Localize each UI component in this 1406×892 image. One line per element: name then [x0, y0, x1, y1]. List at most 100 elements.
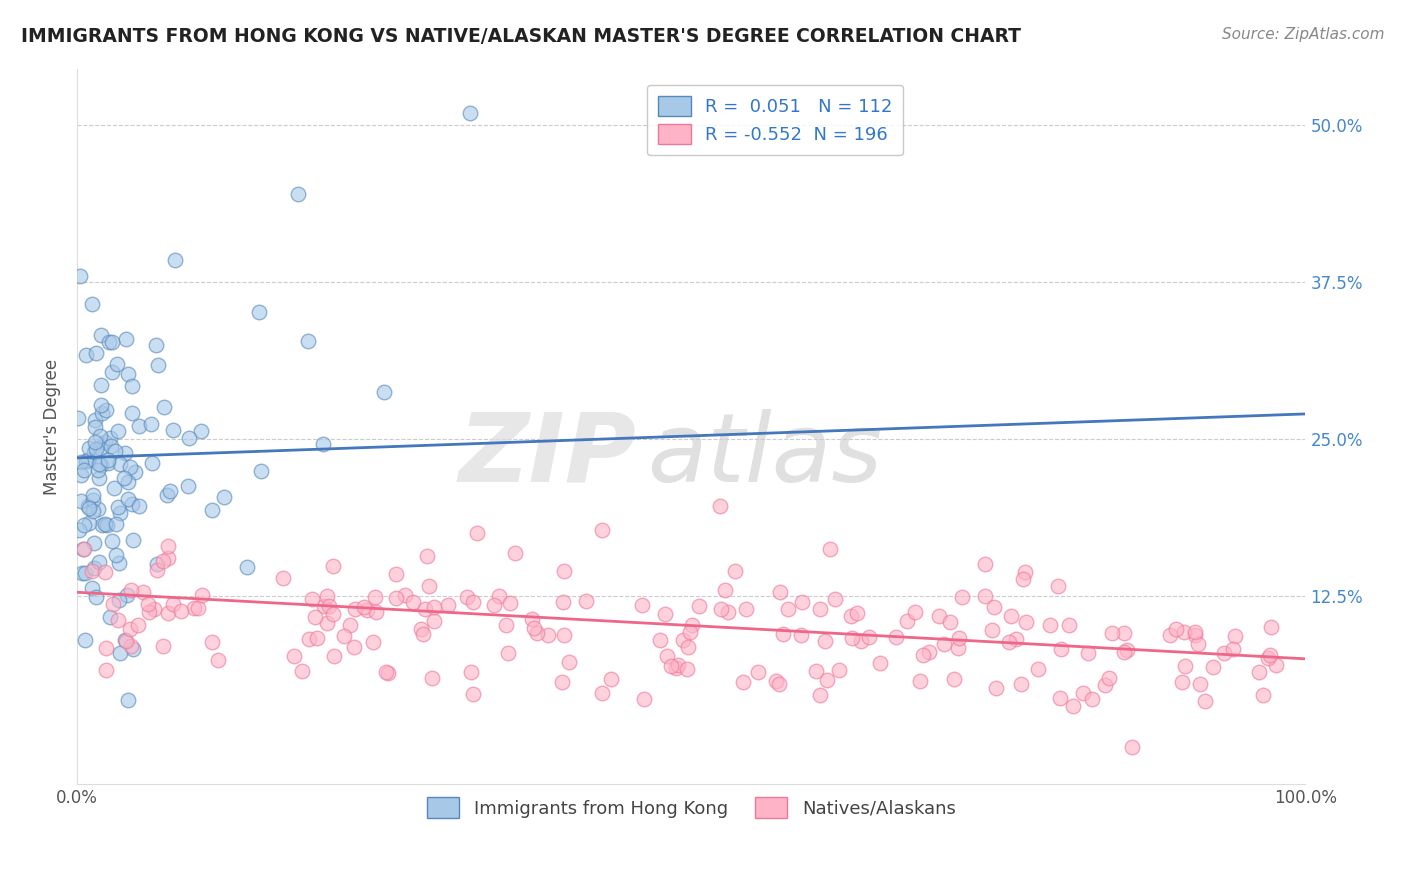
Point	[190, 424, 212, 438]
Point	[283, 649, 305, 664]
Point	[84, 413, 107, 427]
Point	[304, 609, 326, 624]
Point	[117, 693, 139, 707]
Point	[768, 677, 790, 691]
Point	[364, 590, 387, 604]
Point	[124, 465, 146, 479]
Point	[1071, 685, 1094, 699]
Point	[1098, 671, 1121, 685]
Point	[1026, 662, 1049, 676]
Point	[423, 599, 446, 614]
Point	[105, 357, 128, 371]
Point	[654, 607, 676, 621]
Point	[162, 423, 184, 437]
Point	[139, 417, 162, 432]
Point	[1047, 579, 1070, 593]
Point	[87, 463, 110, 477]
Point	[904, 605, 927, 619]
Point	[553, 564, 575, 578]
Point	[423, 614, 446, 628]
Point	[1094, 678, 1116, 692]
Point	[104, 443, 127, 458]
Point	[312, 437, 335, 451]
Point	[665, 661, 688, 675]
Point	[361, 635, 384, 649]
Point	[681, 618, 703, 632]
Point	[776, 601, 799, 615]
Point	[418, 579, 440, 593]
Point	[117, 367, 139, 381]
Point	[1004, 632, 1026, 646]
Point	[413, 602, 436, 616]
Point	[666, 658, 689, 673]
Point	[83, 535, 105, 549]
Point	[1222, 642, 1244, 657]
Point	[122, 641, 145, 656]
Point	[301, 591, 323, 606]
Point	[709, 499, 731, 513]
Point	[402, 595, 425, 609]
Point	[247, 305, 270, 319]
Point	[107, 500, 129, 514]
Point	[90, 398, 112, 412]
Point	[86, 590, 108, 604]
Point	[679, 625, 702, 640]
Point	[884, 630, 907, 644]
Point	[558, 655, 581, 669]
Point	[806, 665, 828, 679]
Point	[315, 589, 337, 603]
Point	[458, 106, 481, 120]
Point	[115, 588, 138, 602]
Point	[522, 612, 544, 626]
Point	[974, 557, 997, 571]
Point	[948, 632, 970, 646]
Point	[156, 488, 179, 502]
Point	[121, 533, 143, 547]
Point	[526, 626, 548, 640]
Point	[75, 633, 97, 648]
Point	[659, 658, 682, 673]
Point	[107, 425, 129, 439]
Point	[344, 602, 367, 616]
Point	[83, 561, 105, 575]
Point	[1257, 651, 1279, 665]
Point	[152, 639, 174, 653]
Point	[100, 365, 122, 379]
Point	[69, 268, 91, 283]
Point	[114, 633, 136, 648]
Point	[688, 599, 710, 614]
Point	[156, 551, 179, 566]
Point	[1212, 646, 1234, 660]
Point	[183, 601, 205, 615]
Point	[96, 518, 118, 533]
Point	[110, 506, 132, 520]
Point	[1077, 646, 1099, 660]
Point	[735, 602, 758, 616]
Point	[942, 672, 965, 686]
Point	[72, 566, 94, 581]
Point	[498, 596, 520, 610]
Point	[815, 673, 838, 688]
Point	[465, 526, 488, 541]
Point	[1187, 637, 1209, 651]
Point	[103, 481, 125, 495]
Point	[142, 602, 165, 616]
Point	[672, 632, 695, 647]
Point	[808, 602, 831, 616]
Point	[145, 338, 167, 352]
Point	[69, 455, 91, 469]
Point	[575, 594, 598, 608]
Point	[496, 646, 519, 660]
Point	[84, 434, 107, 449]
Point	[75, 453, 97, 467]
Point	[377, 665, 399, 680]
Point	[790, 628, 813, 642]
Point	[297, 632, 319, 646]
Point	[633, 691, 655, 706]
Point	[723, 565, 745, 579]
Legend: Immigrants from Hong Kong, Natives/Alaskans: Immigrants from Hong Kong, Natives/Alask…	[419, 790, 963, 825]
Point	[1260, 620, 1282, 634]
Text: atlas: atlas	[647, 409, 883, 501]
Point	[918, 645, 941, 659]
Point	[73, 566, 96, 580]
